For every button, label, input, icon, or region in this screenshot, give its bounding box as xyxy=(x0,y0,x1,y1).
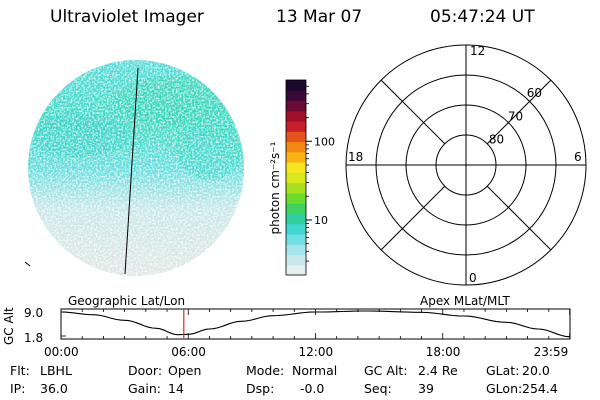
status-value: Open xyxy=(168,363,202,378)
status-key: Gain: xyxy=(128,381,161,396)
image-time: 05:47:24 UT xyxy=(430,7,535,27)
color-bar-cell xyxy=(286,162,306,173)
color-bar-cell xyxy=(286,131,306,143)
orbit-timeline[interactable] xyxy=(60,308,571,340)
mlt-spoke xyxy=(486,185,552,251)
color-bar-cell xyxy=(286,264,306,276)
apex-label: Apex MLat/MLT xyxy=(420,294,510,308)
status-key: Dsp: xyxy=(246,381,275,396)
status-value: 20.0 xyxy=(522,363,550,378)
x-tick-label: 00:00 xyxy=(44,345,79,359)
uv-image-disk[interactable] xyxy=(24,60,244,276)
status-key: Mode: xyxy=(246,363,285,378)
x-tick-label: 06:00 xyxy=(171,345,206,359)
status-key: Seq: xyxy=(364,381,392,396)
status-value: 36.0 xyxy=(40,381,68,396)
color-bar-cell xyxy=(286,141,306,153)
y-tick-bottom: 1.8 xyxy=(24,331,44,345)
instrument-title: Ultraviolet Imager xyxy=(50,7,204,27)
color-bar-cell xyxy=(286,90,306,102)
status-value: -0.0 xyxy=(292,381,325,396)
color-bar-cell xyxy=(286,244,306,255)
status-value: 2.4 Re xyxy=(418,363,458,378)
mlt-label-0: 0 xyxy=(469,271,477,285)
color-bar-cell xyxy=(286,100,306,112)
x-tick-label: 23:59 xyxy=(533,345,569,359)
lat-label-60: 60 xyxy=(527,86,542,100)
mlt-label-6: 6 xyxy=(574,150,582,164)
color-bar-unit-label: photon cm⁻²s⁻¹ xyxy=(268,141,282,234)
color-bar-tick-label: 10 xyxy=(314,214,328,227)
color-bar: 100 10 photon cm⁻²s⁻¹ xyxy=(268,79,335,276)
mlt-spoke xyxy=(486,79,552,145)
mlt-spoke xyxy=(380,185,446,251)
color-bar-cell xyxy=(286,223,306,235)
status-key: IP: xyxy=(10,381,26,396)
status-value: 39 xyxy=(418,381,434,396)
color-bar-cell xyxy=(286,254,306,266)
color-bar-cell xyxy=(286,172,306,184)
color-bar-cell xyxy=(286,182,306,194)
color-bar-cell xyxy=(286,151,306,163)
color-bar-frame xyxy=(285,79,307,276)
color-bar-cell xyxy=(286,121,306,132)
geographic-label: Geographic Lat/Lon xyxy=(68,294,186,308)
status-value: LBHL xyxy=(40,363,72,378)
status-key: GC Alt: xyxy=(364,363,408,378)
color-bar-cell xyxy=(286,213,306,225)
color-bar-cell xyxy=(286,80,306,91)
status-key: GLon: xyxy=(486,381,523,396)
mlt-spoke xyxy=(380,79,446,145)
polar-grid xyxy=(345,44,587,286)
color-bar-cell xyxy=(286,233,306,245)
lat-label-70: 70 xyxy=(508,109,523,123)
lat-label-80: 80 xyxy=(489,133,504,147)
image-edge-mark xyxy=(24,261,31,267)
color-bar-cell xyxy=(286,192,306,204)
x-tick-label: 12:00 xyxy=(298,345,334,359)
status-key: GLat: xyxy=(486,363,520,378)
image-date: 13 Mar 07 xyxy=(276,7,363,27)
gc-alt-axis-label: GC Alt xyxy=(2,307,16,345)
x-tick-label: 18:00 xyxy=(425,345,461,359)
status-value: 14 xyxy=(168,381,184,396)
terminator-line xyxy=(124,67,139,275)
color-bar-cell xyxy=(286,203,306,214)
status-key: Door: xyxy=(128,363,163,378)
color-bar-tick-label: 100 xyxy=(314,135,335,148)
status-value: 254.4 xyxy=(522,381,558,396)
orbit-altitude-curve xyxy=(60,310,570,338)
color-bar-cell xyxy=(286,110,306,122)
status-value: Normal xyxy=(292,363,338,378)
status-key: Flt: xyxy=(10,363,30,378)
mlt-label-18: 18 xyxy=(348,150,363,164)
mlt-label-12: 12 xyxy=(470,44,485,58)
y-tick-top: 9.0 xyxy=(24,306,44,320)
